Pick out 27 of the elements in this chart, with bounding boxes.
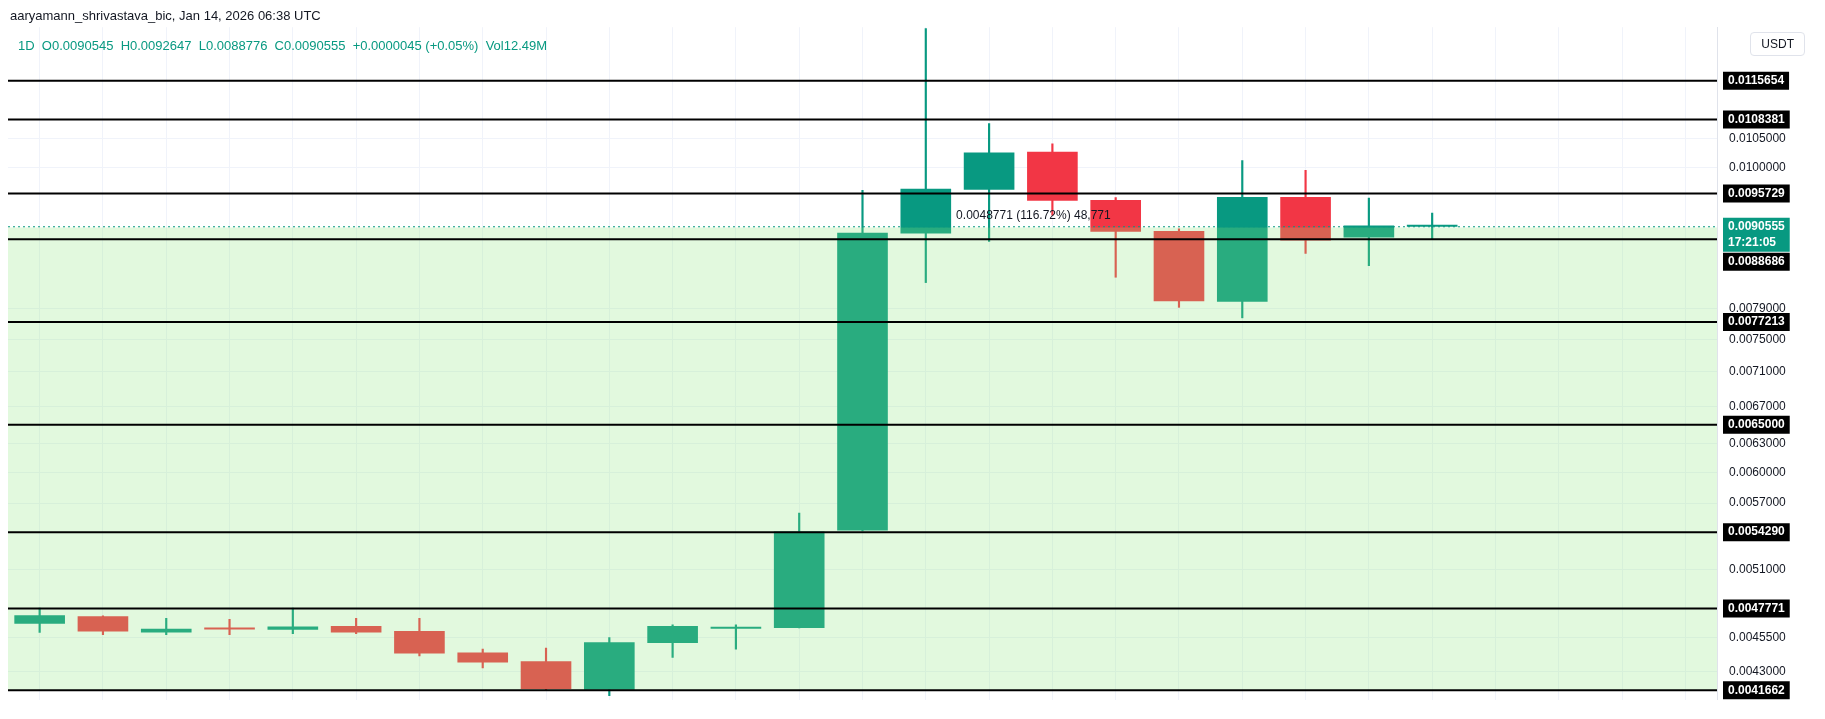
ref-line-label: 0.0054290 <box>1728 524 1786 539</box>
y-tick-label: 0.0051000 <box>1729 561 1787 576</box>
y-tick-label: 0.0067000 <box>1729 398 1787 413</box>
chart-title: aaryamann_shrivastava_bic, Jan 14, 2026 06:38 UTC <box>10 8 321 24</box>
y-axis-title: USDT <box>1750 32 1805 56</box>
ref-line-label: 0.0047771 <box>1728 600 1786 615</box>
ref-line-label: 0.0088686 <box>1728 254 1786 269</box>
y-tick-label: 0.0071000 <box>1729 364 1787 379</box>
y-tick-label: 0.0057000 <box>1729 495 1787 510</box>
candlestick <box>204 619 255 636</box>
y-tick-label: 0.0100000 <box>1729 159 1787 174</box>
y-tick-label: 0.0075000 <box>1729 331 1787 346</box>
ref-line-label: 0.0077213 <box>1728 314 1786 329</box>
y-tick-label: 0.0060000 <box>1729 464 1787 479</box>
ref-line-label: 0.0108381 <box>1728 111 1786 126</box>
ref-line-label: 0.0041662 <box>1728 682 1786 697</box>
y-tick-label: 0.0079000 <box>1729 300 1787 315</box>
ref-line-label: 0.0115654 <box>1728 73 1785 88</box>
text: 1D O0.0090545 H0.0092647 L0.0088776 C0.0090555 +0.0000045 (+0.05%) Vol12.49M <box>18 38 548 53</box>
y-tick-label: 0.0045500 <box>1729 629 1787 644</box>
y-tick-label: 0.0063000 <box>1729 435 1787 450</box>
ref-line-label: 0.0065000 <box>1728 417 1786 432</box>
y-tick-label: 0.0105000 <box>1729 130 1787 145</box>
text: 17:21:05 <box>1728 235 1777 250</box>
ref-line-label: 0.0095729 <box>1728 185 1786 200</box>
ref-line-label: 0.0090555 <box>1728 219 1786 234</box>
y-tick-label: 0.0043000 <box>1729 663 1787 678</box>
